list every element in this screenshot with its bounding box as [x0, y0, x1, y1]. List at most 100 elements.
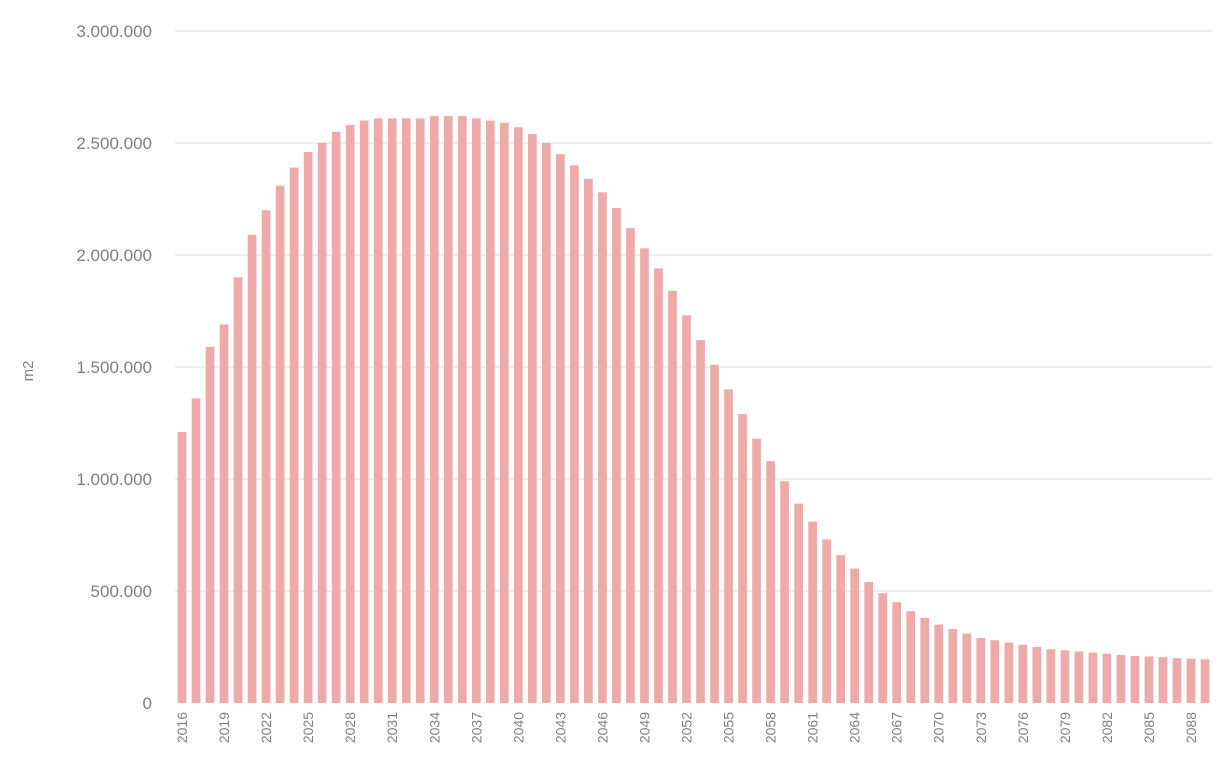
x-tick-label: 2034 — [426, 712, 442, 743]
bar-2065 — [864, 582, 874, 703]
bar-2026 — [317, 143, 327, 703]
bar-2042 — [542, 143, 551, 703]
bars — [177, 116, 1210, 704]
x-tick-label: 2070 — [931, 712, 947, 743]
bar-2082 — [1102, 653, 1112, 703]
bar-2081 — [1088, 652, 1098, 703]
bar-2030 — [373, 118, 383, 704]
bar-2041 — [528, 134, 537, 704]
x-tick-label: 2061 — [805, 712, 821, 743]
bar-2040 — [513, 127, 523, 703]
bar-2073 — [976, 638, 986, 703]
x-tick-label: 2043 — [552, 712, 568, 743]
bar-2031 — [387, 118, 397, 704]
x-tick-label: 2073 — [973, 712, 989, 743]
bar-2061 — [808, 521, 817, 703]
bar-2045 — [584, 178, 593, 704]
bar-2034 — [429, 116, 439, 704]
bar-2086 — [1158, 657, 1168, 703]
y-tick-label: 2.000.000 — [76, 246, 152, 265]
x-tick-label: 2019 — [216, 712, 232, 743]
bar-2019 — [219, 324, 229, 703]
x-tick-label: 2040 — [510, 712, 526, 743]
bar-2057 — [752, 438, 761, 703]
bar-2032 — [401, 118, 411, 704]
bar-2074 — [990, 640, 1000, 703]
x-tick-label: 2052 — [678, 712, 694, 743]
bar-2080 — [1074, 651, 1084, 703]
x-tick-label: 2028 — [342, 712, 358, 743]
x-tick-label: 2022 — [258, 712, 274, 743]
bar-2088 — [1186, 658, 1196, 703]
bar-2054 — [710, 364, 719, 703]
bar-2063 — [836, 555, 845, 703]
x-tick-label: 2085 — [1141, 712, 1157, 743]
bar-2044 — [570, 165, 579, 703]
bar-2048 — [626, 228, 635, 703]
y-tick-label: 3.000.000 — [76, 22, 152, 41]
bar-2070 — [934, 624, 944, 703]
bar-2064 — [850, 568, 859, 703]
x-tick-label: 2031 — [384, 712, 400, 743]
bar-2047 — [612, 207, 621, 703]
x-tick-label: 2088 — [1183, 712, 1199, 743]
bar-2046 — [598, 192, 607, 703]
x-tick-label: 2055 — [721, 712, 737, 743]
x-tick-label: 2046 — [594, 712, 610, 743]
bar-2053 — [696, 340, 705, 703]
bar-2079 — [1060, 650, 1070, 703]
bar-2085 — [1144, 656, 1154, 703]
bar-2027 — [331, 131, 341, 704]
bar-2066 — [878, 593, 888, 703]
x-axis-tick-labels: 2016 2019 2022 2025 2028 2031 2034 2037 2040 2043… — [174, 712, 1199, 743]
bar-2071 — [948, 629, 958, 703]
bar-2043 — [556, 154, 565, 703]
bar-2049 — [640, 248, 649, 703]
bar-2022 — [261, 210, 271, 703]
bar-2075 — [1004, 642, 1014, 703]
x-tick-label: 2079 — [1057, 712, 1073, 743]
bar-2018 — [205, 346, 215, 703]
x-tick-label: 2067 — [889, 712, 905, 743]
bar-2083 — [1116, 654, 1126, 703]
x-tick-label: 2049 — [636, 712, 652, 743]
bar-2025 — [303, 151, 313, 703]
bar-2017 — [191, 398, 201, 703]
x-tick-label: 2058 — [763, 712, 779, 743]
bar-2050 — [654, 268, 663, 703]
bar-2058 — [766, 461, 775, 703]
bar-2062 — [822, 539, 831, 703]
bar-2039 — [499, 122, 509, 704]
bar-2087 — [1172, 658, 1182, 703]
x-tick-label: 2082 — [1099, 712, 1115, 743]
x-tick-label: 2037 — [468, 712, 484, 743]
bar-2020 — [233, 277, 243, 703]
x-tick-label: 2016 — [174, 712, 190, 743]
gridlines — [175, 30, 1212, 592]
bar-2051 — [668, 290, 677, 703]
bar-2016 — [177, 431, 187, 703]
bar-2089 — [1200, 659, 1210, 703]
bar-2084 — [1130, 655, 1140, 703]
bar-2068 — [906, 611, 916, 703]
bar-2021 — [247, 234, 257, 703]
bar-2024 — [289, 167, 299, 703]
x-tick-label: 2025 — [300, 712, 316, 743]
x-tick-label: 2076 — [1015, 712, 1031, 743]
bar-2076 — [1018, 644, 1028, 703]
bar-2035 — [443, 116, 453, 704]
bar-2033 — [415, 118, 425, 704]
bar-2028 — [345, 125, 355, 703]
x-tick-label: 2064 — [847, 712, 863, 743]
y-axis-tick-labels: 0 500.000 1.000.000 1.500.000 2.000.000 2.500… — [76, 22, 152, 713]
bar-2077 — [1032, 647, 1042, 703]
y-tick-label: 500.000 — [91, 582, 152, 601]
bar-2069 — [920, 617, 930, 703]
bar-2056 — [738, 414, 747, 703]
bar-2038 — [485, 120, 495, 704]
y-tick-label: 1.500.000 — [76, 358, 152, 377]
bar-2078 — [1046, 649, 1056, 703]
y-tick-label: 0 — [143, 694, 152, 713]
